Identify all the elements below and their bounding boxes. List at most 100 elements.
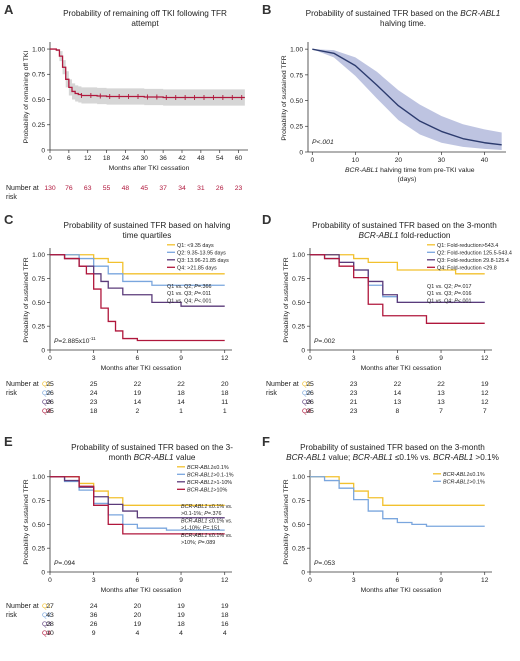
x-tick-label: 0 [48, 355, 52, 362]
x-tick-label: 6 [67, 155, 71, 162]
risk-row-label: Q3 [302, 399, 311, 406]
y-tick-label: 0 [41, 147, 45, 154]
x-axis-label-units: (days) [398, 176, 417, 183]
x-tick-label: 42 [178, 155, 186, 162]
risk-value: 18 [90, 408, 98, 415]
risk-value: 19 [134, 390, 142, 397]
risk-value: 25 [90, 381, 98, 388]
risk-label: Number at [6, 185, 39, 192]
y-axis-label: Probability of sustained TFR [283, 479, 290, 564]
legend-entry: Q2: Fold-reduction 125.5-543.4 [437, 251, 512, 257]
x-axis-label: Months after TKI cessation [101, 365, 182, 372]
y-tick-label: 0.50 [292, 300, 305, 307]
y-tick-label: 0.50 [32, 300, 45, 307]
probability-curve [312, 48, 502, 146]
risk-value: 55 [103, 185, 111, 192]
risk-value: 27 [46, 603, 54, 610]
risk-value: 14 [177, 399, 185, 406]
x-tick-label: 6 [136, 577, 140, 584]
x-tick-label: 3 [352, 577, 356, 584]
risk-value: 18 [221, 390, 229, 397]
y-tick-label: 1.00 [32, 46, 45, 53]
risk-value: 19 [221, 603, 229, 610]
risk-value: 22 [177, 381, 185, 388]
risk-row-label: Q4 [42, 630, 51, 637]
y-tick-label: 0.75 [32, 72, 45, 79]
risk-value: 26 [306, 399, 314, 406]
risk-label: risk [6, 612, 17, 619]
x-axis-label: Months after TKI cessation [361, 587, 442, 594]
risk-value: 13 [394, 399, 402, 406]
chart-d-fold-reduction: 0 0.25 0.50 0.75 1.00 0 3 6 9 12 Probability of su… [266, 243, 512, 415]
risk-value: 26 [46, 399, 54, 406]
survival-line-4 [50, 254, 225, 342]
comparison-text: >0.1-1%; P=.376 [181, 511, 222, 517]
panel-letter-d: D [262, 212, 272, 227]
risk-row-label: Q3 [42, 621, 51, 628]
comparison-text: BCR-ABL1 ≤0.1% vs. [181, 518, 233, 524]
risk-value: 2 [135, 408, 139, 415]
risk-value: 12 [481, 390, 489, 397]
x-tick-label: 12 [481, 577, 489, 584]
risk-value: 23 [350, 408, 358, 415]
survival-line-1 [310, 254, 485, 275]
x-tick-label: 9 [179, 577, 183, 584]
y-tick-label: 0.75 [292, 276, 305, 283]
y-tick-label: 0.50 [290, 98, 303, 105]
confidence-band [312, 49, 502, 150]
x-tick-label: 10 [352, 157, 360, 164]
risk-value: 1 [179, 408, 183, 415]
legend-entry: BCR-ABL1≤0.1% [443, 472, 485, 478]
chart-b-halving-time: 0 0.25 0.50 0.75 1.00 0 10 20 30 40 Probability of… [281, 42, 506, 183]
risk-row-label: Q1 [302, 381, 311, 388]
risk-value: 48 [122, 185, 130, 192]
x-tick-label: 0 [310, 157, 314, 164]
p-value: P<.001 [312, 139, 334, 146]
panel-c-title: Probability of sustained TFR based on ha… [63, 221, 231, 240]
x-tick-label: 20 [395, 157, 403, 164]
y-tick-label: 0.25 [292, 324, 305, 331]
panel-d-title: Probability of sustained TFR based on th… [312, 221, 497, 240]
y-tick-label: 0.75 [292, 498, 305, 505]
x-tick-label: 12 [481, 355, 489, 362]
risk-value: 23 [90, 399, 98, 406]
survival-line-3 [50, 476, 225, 519]
risk-value: 23 [350, 390, 358, 397]
risk-row-label: Q1 [42, 381, 51, 388]
x-tick-label: 6 [396, 355, 400, 362]
panel-letter-e: E [4, 434, 13, 449]
survival-line-2 [310, 476, 485, 527]
y-axis-label: Probability of remaining off TKI [23, 51, 30, 144]
risk-value: 13 [437, 390, 445, 397]
risk-value: 22 [394, 381, 402, 388]
risk-value: 23 [350, 381, 358, 388]
legend-entry: Q1: Fold-reduction>543.4 [437, 243, 498, 249]
legend-entry: Q1: <9.35 days [177, 243, 214, 249]
y-tick-label: 0.25 [32, 324, 45, 331]
y-tick-label: 0.25 [32, 546, 45, 553]
x-tick-label: 18 [103, 155, 111, 162]
y-tick-label: 0.25 [290, 124, 303, 131]
x-tick-label: 0 [48, 155, 52, 162]
risk-value: 7 [439, 408, 443, 415]
comparison-text: Q1 vs. Q4; P<.001 [427, 298, 472, 304]
risk-value: 20 [134, 603, 142, 610]
x-tick-label: 3 [92, 577, 96, 584]
risk-value: 8 [395, 408, 399, 415]
comparison-text: Q1 vs. Q2; P=.017 [427, 284, 472, 290]
y-tick-label: 0.25 [32, 122, 45, 129]
risk-row-label: Q2 [42, 390, 51, 397]
legend-entry: Q4: Fold-reduction <29.8 [437, 266, 497, 272]
comparison-text: Q1 vs. Q4; P<.001 [167, 298, 212, 304]
risk-label: Number at [6, 381, 39, 388]
risk-value: 19 [481, 381, 489, 388]
risk-value: 36 [90, 612, 98, 619]
risk-value: 9 [92, 630, 96, 637]
risk-label: Number at [266, 381, 299, 388]
x-tick-label: 6 [396, 577, 400, 584]
x-axis-label: BCR-ABL1 halving time from pre-TKI value [345, 167, 475, 174]
y-tick-label: 0 [41, 347, 45, 354]
x-tick-label: 0 [48, 577, 52, 584]
panel-letter-f: F [262, 434, 270, 449]
